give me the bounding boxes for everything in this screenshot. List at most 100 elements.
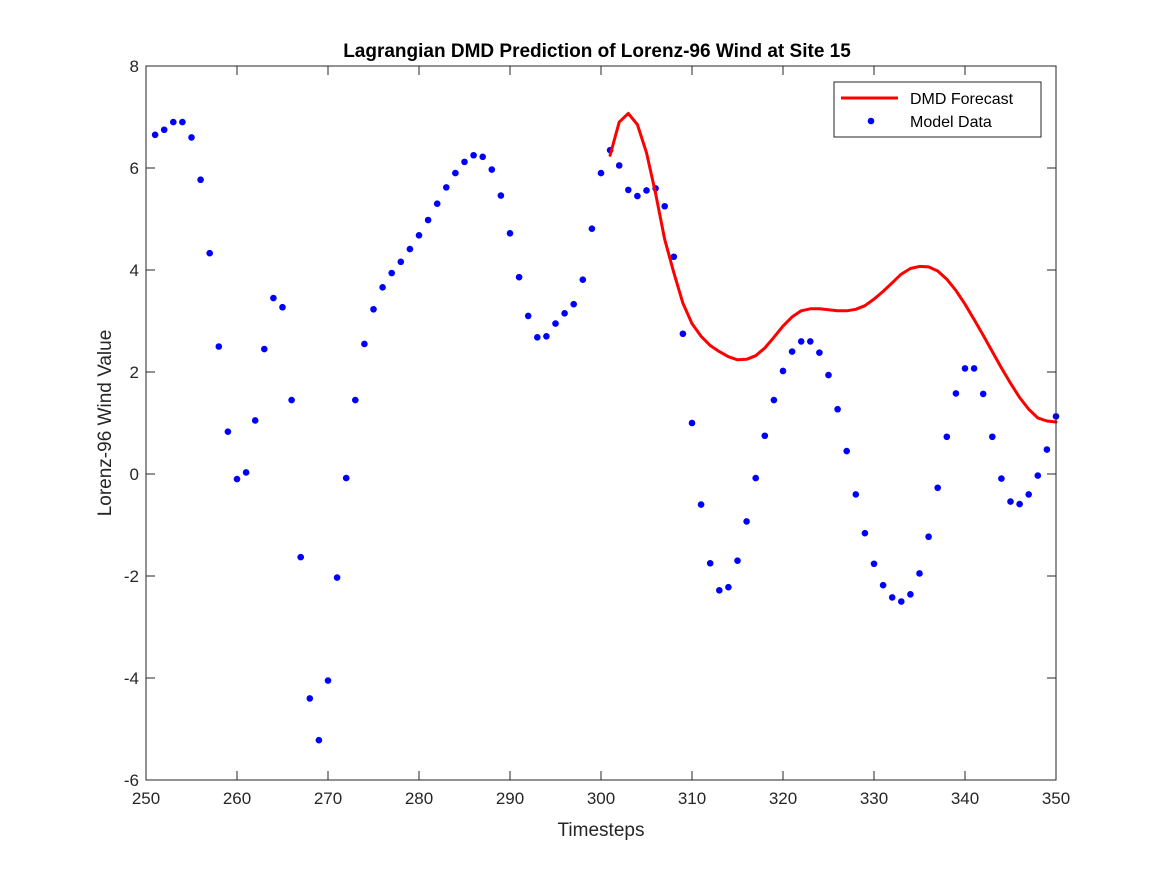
- x-tick-label: 290: [496, 789, 524, 808]
- model-data-point: [615, 162, 623, 169]
- model-data-point: [634, 192, 641, 200]
- y-axis-ticks: -6 -4 -2 0 2 4 6 8: [124, 57, 1056, 790]
- model-data-point: [461, 158, 468, 166]
- model-data-point: [170, 118, 177, 126]
- model-data-point: [279, 303, 286, 311]
- model-data-point: [506, 229, 514, 237]
- model-data-point: [934, 484, 941, 492]
- model-data-point: [743, 518, 750, 525]
- model-data-point: [315, 736, 323, 744]
- model-data-point: [943, 433, 951, 441]
- model-data-point: [770, 396, 778, 404]
- plot-area: [146, 66, 1056, 780]
- model-data-point: [688, 419, 696, 427]
- model-data-point: [197, 176, 204, 184]
- model-data-point: [488, 166, 496, 173]
- y-tick-label: -4: [124, 669, 139, 688]
- x-tick-label: 300: [587, 789, 615, 808]
- model-data-point: [706, 559, 714, 567]
- model-data-point: [1034, 472, 1042, 479]
- model-data-point: [734, 557, 741, 564]
- model-data-point: [898, 598, 905, 605]
- model-data-point: [352, 396, 359, 404]
- model-data-point: [215, 343, 223, 350]
- model-data-point: [324, 677, 332, 684]
- model-data-point: [306, 695, 314, 702]
- model-data-point: [406, 245, 414, 253]
- model-data-point: [643, 187, 650, 194]
- model-data-point: [907, 591, 914, 598]
- model-data-point: [552, 320, 559, 327]
- model-data-point: [597, 169, 605, 177]
- model-data-point: [797, 338, 805, 345]
- model-data-point: [534, 334, 541, 341]
- model-data-point: [807, 338, 814, 345]
- model-data-point: [1025, 491, 1032, 498]
- chart-title: Lagrangian DMD Prediction of Lorenz-96 W…: [343, 41, 851, 62]
- x-tick-label: 320: [769, 789, 797, 808]
- model-data-point: [261, 345, 268, 353]
- model-data-point: [834, 405, 841, 413]
- model-data-point: [752, 474, 759, 482]
- model-data-point: [433, 200, 441, 207]
- model-data-point: [415, 232, 423, 239]
- model-data-point: [888, 594, 896, 601]
- y-tick-label: 2: [130, 363, 139, 382]
- model-data-point: [916, 570, 923, 577]
- x-tick-label: 310: [678, 789, 706, 808]
- model-data-point: [925, 533, 932, 541]
- model-data-point: [424, 216, 432, 224]
- model-data-point: [825, 371, 832, 379]
- model-data-point: [697, 501, 705, 508]
- legend-box: [833, 81, 1042, 138]
- model-data-point: [1043, 446, 1051, 453]
- model-data-point: [579, 276, 587, 283]
- legend: DMD Forecast Model Data: [833, 81, 1042, 138]
- y-tick-label: 4: [130, 261, 139, 280]
- model-data-point: [779, 367, 787, 375]
- model-data-point: [206, 249, 213, 257]
- model-data-point: [961, 365, 969, 372]
- legend-label-dmd-forecast: DMD Forecast: [910, 91, 1014, 108]
- model-data-point: [625, 186, 632, 194]
- model-data-point: [370, 305, 377, 313]
- plot-frame: [145, 65, 1057, 781]
- model-data-point: [342, 474, 350, 482]
- dmd-forecast-line: [608, 111, 1058, 424]
- model-data-point: [679, 330, 687, 338]
- x-axis-label: Timesteps: [558, 820, 645, 841]
- model-data-point: [861, 529, 869, 537]
- model-data-point: [561, 310, 568, 317]
- model-data-point: [515, 273, 523, 281]
- model-data-point: [788, 348, 796, 355]
- model-data-point: [725, 583, 732, 591]
- model-data-point: [297, 553, 305, 561]
- model-data-point: [1016, 500, 1023, 508]
- x-tick-label: 340: [951, 789, 979, 808]
- model-data-point: [333, 574, 341, 581]
- y-axis-label: Lorenz-96 Wind Value: [95, 330, 116, 517]
- model-data-point: [270, 294, 277, 302]
- model-data-point: [989, 433, 996, 441]
- model-data-point: [288, 396, 295, 404]
- model-data-point: [1007, 498, 1014, 505]
- x-tick-label: 350: [1042, 789, 1070, 808]
- model-data-point: [716, 586, 723, 594]
- model-data-point: [188, 134, 195, 141]
- model-data-point: [661, 202, 668, 210]
- x-tick-label: 260: [223, 789, 251, 808]
- x-axis-ticks: 250 260 270 280 290 300 310 320 330 340 350: [132, 66, 1070, 808]
- model-data-point: [388, 269, 396, 277]
- y-tick-label: 6: [130, 159, 139, 178]
- model-data-point: [251, 417, 259, 424]
- x-tick-label: 280: [405, 789, 433, 808]
- model-data-point: [970, 365, 978, 372]
- model-data-point: [160, 126, 168, 134]
- model-data-point: [979, 390, 987, 398]
- model-data-point: [952, 390, 960, 397]
- x-tick-label: 270: [314, 789, 342, 808]
- model-data-point: [233, 475, 241, 483]
- model-data-point: [470, 151, 477, 159]
- model-data-point: [879, 581, 887, 589]
